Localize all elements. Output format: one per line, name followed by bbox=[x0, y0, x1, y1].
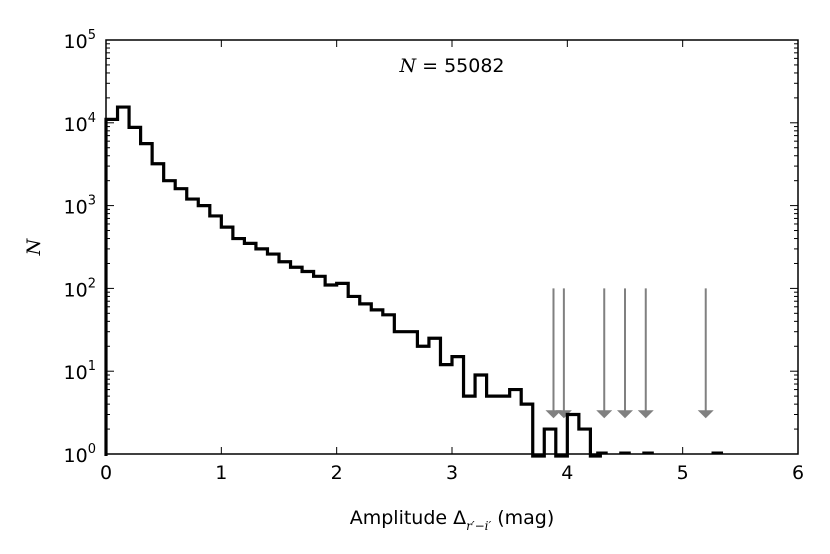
arrow-head bbox=[617, 410, 633, 419]
x-tick-label: 1 bbox=[215, 462, 227, 484]
upper-limit-arrow bbox=[545, 288, 562, 419]
upper-limit-arrow bbox=[637, 288, 654, 419]
annotation-var: N bbox=[398, 55, 417, 77]
count-annotation: N = 55082 bbox=[398, 55, 504, 77]
x-tick-label: 6 bbox=[792, 462, 804, 484]
plot-area bbox=[106, 40, 798, 454]
x-axis-label-suffix: (mag) bbox=[491, 507, 554, 529]
arrow-head bbox=[596, 410, 613, 419]
upper-limit-arrows bbox=[545, 288, 714, 419]
upper-limit-arrow bbox=[617, 288, 633, 419]
x-tick-label: 2 bbox=[331, 462, 343, 484]
y-tick-label: 102 bbox=[64, 276, 96, 301]
y-tick-label: 105 bbox=[64, 28, 96, 53]
y-axis-label: N bbox=[23, 237, 45, 256]
upper-limit-arrow bbox=[555, 288, 572, 419]
y-tick-label: 104 bbox=[64, 111, 96, 136]
x-axis-label: Amplitude Δr′−i′ (mag) bbox=[350, 507, 555, 533]
x-tick-label: 4 bbox=[561, 462, 573, 484]
x-axis-label-sub: r′−i′ bbox=[466, 519, 491, 533]
y-tick-label: 103 bbox=[64, 194, 96, 219]
arrow-head bbox=[697, 410, 714, 419]
plot-frame bbox=[105, 39, 799, 455]
arrow-head bbox=[555, 410, 572, 419]
histogram-steps bbox=[104, 105, 602, 458]
y-tick-label: 100 bbox=[64, 442, 96, 467]
arrow-head bbox=[545, 410, 562, 419]
upper-limit-arrow bbox=[697, 288, 714, 419]
x-tick-label: 0 bbox=[100, 462, 112, 484]
upper-limit-arrow bbox=[596, 288, 613, 419]
arrow-head bbox=[637, 410, 654, 419]
x-tick-label: 3 bbox=[446, 462, 458, 484]
histogram-layer bbox=[104, 105, 724, 458]
annotation-text: = 55082 bbox=[422, 55, 504, 77]
x-tick-label: 5 bbox=[677, 462, 689, 484]
x-axis-label-prefix: Amplitude Δ bbox=[350, 507, 466, 529]
y-tick-label: 101 bbox=[64, 359, 96, 384]
